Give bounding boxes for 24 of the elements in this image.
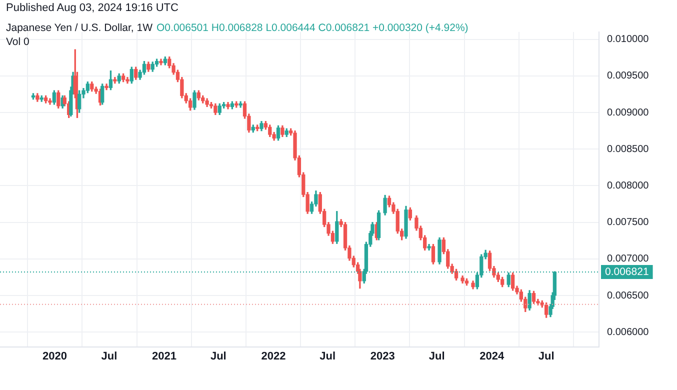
x-tick-label: 2021 — [152, 350, 177, 362]
y-tick-label: 0.008000 — [607, 180, 650, 192]
y-tick-label: 0.007500 — [607, 217, 650, 228]
x-tick-label: 2023 — [370, 350, 395, 362]
y-tick-label: 0.008500 — [607, 144, 650, 155]
x-tick-label: Jul — [320, 350, 336, 362]
x-tick-label: 2022 — [261, 350, 286, 362]
y-tick-label: 0.010000 — [607, 34, 650, 46]
y-tick-label: 0.009500 — [607, 70, 650, 82]
y-tick-label: 0.006500 — [607, 290, 650, 302]
x-tick-label: Jul — [428, 350, 445, 362]
y-tick-label: 0.007000 — [607, 254, 650, 265]
text: Vol 0 — [6, 36, 30, 48]
chart-title: Japanese Yen / U.S. Dollar, 1W — [6, 22, 153, 34]
x-tick-label: Jul — [210, 350, 226, 362]
y-tick-label: 0.006000 — [607, 326, 650, 338]
x-tick-label: Jul — [538, 350, 554, 362]
chart-subtitle: O0.006501 H0.006828 L0.006444 C0.006821 +0.000320 (+4.92%) — [156, 22, 468, 34]
y-tick-label: 0.009000 — [607, 107, 650, 118]
x-tick-label: 2024 — [480, 350, 505, 362]
text: Published Aug 03, 2024 19:16 UTC — [6, 2, 178, 14]
ref-line-label: 0.006821 — [605, 266, 649, 278]
x-tick-label: Jul — [101, 350, 118, 362]
x-tick-label: 2020 — [42, 350, 68, 362]
